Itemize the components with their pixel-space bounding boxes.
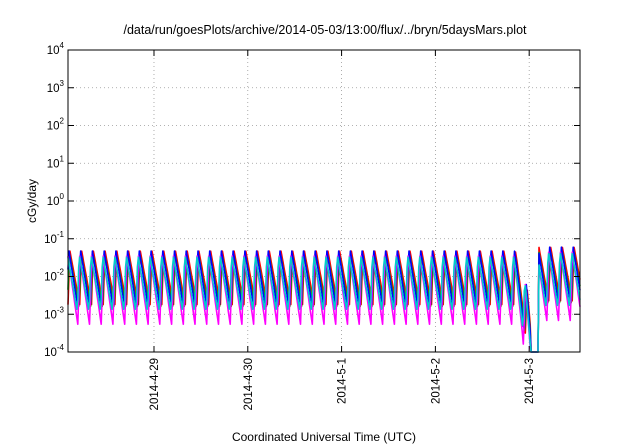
y-tick-label: 101 [47, 154, 65, 170]
chart-title: /data/run/goesPlots/archive/2014-05-03/1… [123, 23, 527, 37]
y-tick-label: 104 [47, 41, 65, 57]
y-tick-label: 10-4 [44, 343, 64, 359]
y-tick-label: 102 [47, 117, 65, 133]
y-axis-label: cGy/day [25, 179, 39, 223]
y-tick-label: 10-2 [44, 268, 64, 284]
series-line [67, 252, 581, 353]
y-tick-label: 10-3 [44, 305, 64, 321]
series-group [67, 246, 581, 353]
x-tick-label: 2014-4-30 [243, 358, 255, 410]
y-axis: 10-4 10-3 10-2 10-1 100 101 102 103 104 [44, 41, 580, 359]
y-tick-label: 100 [47, 192, 65, 208]
x-tick-label: 2014-5-1 [337, 358, 349, 404]
x-axis: 2014-4-29 2014-4-30 2014-5-1 2014-5-2 2014-5… [149, 50, 536, 410]
x-tick-label: 2014-5-2 [430, 358, 442, 404]
x-tick-label: 2014-4-29 [149, 358, 161, 410]
x-tick-label: 2014-5-3 [524, 358, 536, 404]
y-tick-label: 10-1 [44, 230, 64, 246]
y-tick-label: 103 [47, 79, 65, 95]
x-axis-label: Coordinated Universal Time (UTC) [232, 430, 416, 444]
